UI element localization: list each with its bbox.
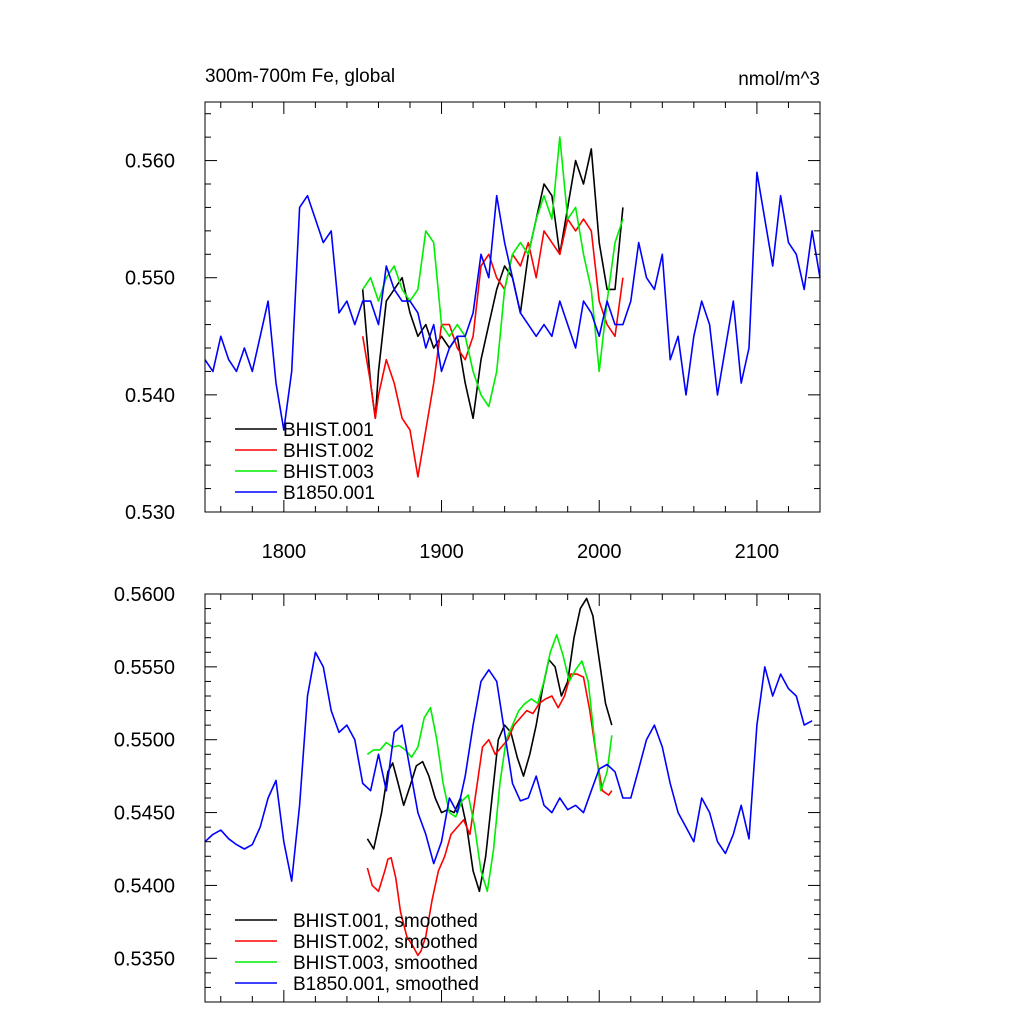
legend-label: BHIST.001: [283, 420, 374, 441]
series-line-1-0: [366, 597, 613, 893]
y-tick-label: 0.5400: [114, 875, 175, 897]
top-units: nmol/m^3: [738, 69, 820, 90]
x-tick-label: 1800: [262, 541, 307, 563]
legend-label: BHIST.001, smoothed: [293, 911, 478, 932]
y-tick-label: 0.530: [125, 502, 175, 524]
top-plot-lines: [204, 136, 821, 478]
y-tick-label: 0.5350: [114, 948, 175, 970]
top-title: 300m-700m Fe, global: [205, 66, 395, 87]
bottom-plot-lines: [204, 597, 813, 957]
x-tick-label: 2000: [577, 541, 622, 563]
top-plot-frame: [204, 101, 821, 513]
y-tick-label: 0.5550: [114, 657, 175, 679]
series-line-0-0: [361, 148, 624, 420]
series-line-1-2: [366, 633, 613, 893]
series-line-1-1: [366, 673, 613, 957]
legend-label: B1850.001: [283, 483, 375, 504]
series-line-0-2: [362, 136, 624, 408]
series-line-1-3: [204, 651, 813, 882]
y-tick-label: 0.560: [125, 151, 175, 173]
top-panel: 300m-700m Fe, global nmol/m^3 0.530 0.540…: [125, 66, 821, 563]
bottom-ticks: 0.5350 0.5400 0.5450 0.5500 0.5550 0.5600: [114, 584, 821, 1003]
y-tick-label: 0.5600: [114, 584, 175, 606]
x-tick-label: 1900: [419, 541, 464, 563]
legend-label: BHIST.002: [283, 441, 374, 462]
legend-label: B1850.001, smoothed: [293, 974, 479, 995]
y-tick-label: 0.550: [125, 268, 175, 290]
legend-label: BHIST.003: [283, 462, 374, 483]
bottom-panel: 0.5350 0.5400 0.5450 0.5500 0.5550 0.5600 BHI…: [114, 584, 821, 1003]
series-line-0-3: [204, 171, 821, 431]
y-tick-label: 0.540: [125, 385, 175, 407]
legend-label: BHIST.002, smoothed: [293, 932, 478, 953]
x-tick-label: 2100: [735, 541, 780, 563]
top-ticks: 0.530 0.540 0.550 0.560 1800 1900 2000 2100: [125, 102, 821, 563]
y-tick-label: 0.5450: [114, 803, 175, 825]
legend-label: BHIST.003, smoothed: [293, 953, 478, 974]
y-tick-label: 0.5500: [114, 730, 175, 752]
